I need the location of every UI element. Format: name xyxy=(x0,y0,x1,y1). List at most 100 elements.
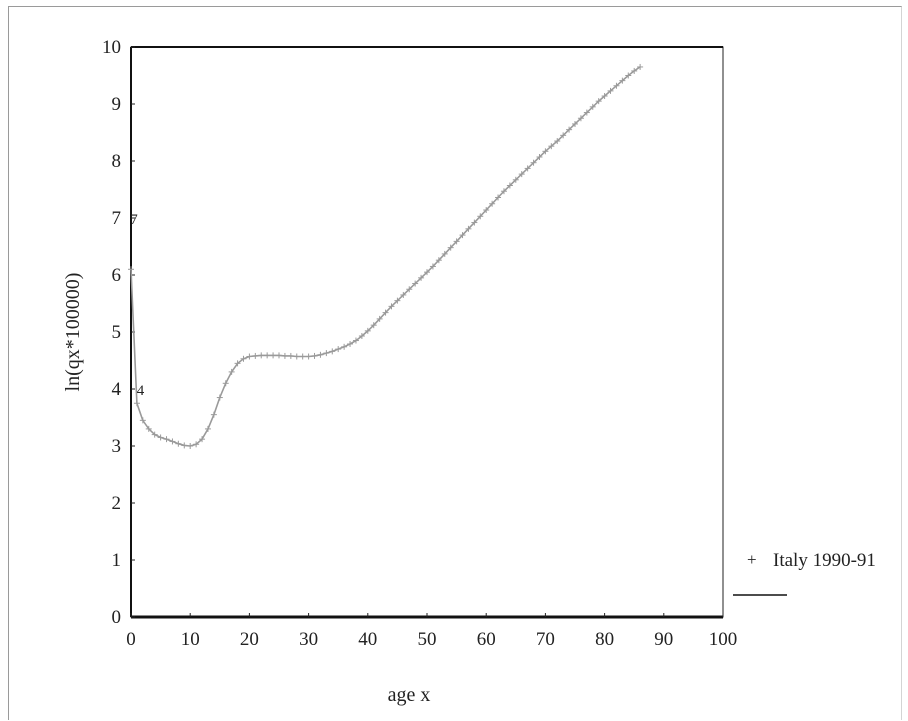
data-point xyxy=(435,257,442,264)
series-line xyxy=(130,66,641,447)
y-tick-label: 0 xyxy=(112,607,122,628)
x-tick-label: 10 xyxy=(181,629,200,650)
data-point xyxy=(530,159,537,166)
data-point xyxy=(631,67,638,74)
data-point xyxy=(459,232,466,239)
data-point xyxy=(601,93,608,100)
data-point xyxy=(518,171,525,178)
data-point xyxy=(500,188,507,195)
y-tick-label: 4 xyxy=(112,379,122,400)
data-point xyxy=(157,434,164,441)
data-point xyxy=(566,126,573,133)
data-point xyxy=(477,213,484,220)
data-point xyxy=(418,274,425,281)
x-tick-label: 90 xyxy=(654,629,673,650)
data-point xyxy=(341,343,348,350)
line-chart: 0 1 2 3 4 5 6 7 8 9 10 0 10 20 30 40 50 60 70 80 90 100 age … xyxy=(62,37,876,706)
data-point xyxy=(595,98,602,105)
legend-label: Italy 1990-91 xyxy=(773,550,876,571)
y-tick-label: 5 xyxy=(112,322,122,343)
data-point xyxy=(145,425,152,432)
data-point xyxy=(607,87,614,94)
data-point xyxy=(619,77,626,84)
data-point xyxy=(204,425,211,432)
data-point xyxy=(234,360,241,367)
y-axis-title: ln(qx*100000) xyxy=(62,273,84,392)
data-point xyxy=(453,238,460,245)
data-point xyxy=(637,63,644,70)
data-point xyxy=(210,411,217,418)
data-point xyxy=(577,115,584,122)
data-point xyxy=(506,182,513,189)
data-point xyxy=(258,352,265,359)
data-point xyxy=(406,286,413,293)
data-point xyxy=(246,353,253,360)
y-tick-label: 3 xyxy=(112,436,122,457)
data-point xyxy=(270,352,277,359)
data-point xyxy=(370,322,377,329)
data-point xyxy=(175,440,182,447)
data-point xyxy=(447,244,454,251)
data-point xyxy=(311,352,318,359)
data-point xyxy=(317,351,324,358)
data-point xyxy=(252,352,259,359)
data-point xyxy=(193,441,200,448)
data-point xyxy=(347,340,354,347)
data-point xyxy=(441,250,448,257)
x-tick-label: 80 xyxy=(595,629,614,650)
data-point xyxy=(287,352,294,359)
x-tick-label: 70 xyxy=(536,629,555,650)
data-point xyxy=(495,194,502,201)
data-point xyxy=(276,352,282,359)
data-point xyxy=(281,352,288,359)
data-point xyxy=(329,348,336,355)
data-point xyxy=(388,303,395,310)
annotation-layer: 74 xyxy=(130,212,145,399)
data-point xyxy=(394,297,401,304)
data-point xyxy=(293,353,300,360)
data-point xyxy=(169,438,176,445)
x-tick-label: 60 xyxy=(477,629,496,650)
chart-frame: 0 1 2 3 4 5 6 7 8 9 10 0 10 20 30 40 50 60 70 80 90 100 age … xyxy=(8,6,902,720)
legend-marker-icon: + xyxy=(747,550,757,569)
data-point xyxy=(560,132,567,139)
data-point xyxy=(133,400,140,407)
data-point xyxy=(613,82,620,89)
data-point xyxy=(187,443,194,449)
legend: + Italy 1990-91 xyxy=(733,550,876,596)
x-tick-label: 100 xyxy=(709,629,738,650)
data-point xyxy=(240,355,247,362)
y-ticks: 0 1 2 3 4 5 6 7 8 9 10 xyxy=(102,37,135,628)
data-point xyxy=(364,327,371,334)
series-layer xyxy=(128,63,644,449)
data-point xyxy=(424,269,430,276)
x-tick-label: 40 xyxy=(358,629,377,650)
data-point xyxy=(489,200,496,207)
data-point xyxy=(429,263,436,270)
data-point xyxy=(548,143,555,150)
y-tick-label: 6 xyxy=(112,265,122,286)
y-tick-label: 7 xyxy=(112,208,122,229)
y-tick-label: 9 xyxy=(112,94,122,115)
data-point xyxy=(199,436,206,443)
data-point xyxy=(139,417,146,424)
annotation-label: 7 xyxy=(130,212,138,228)
x-tick-label: 50 xyxy=(418,629,437,650)
data-point xyxy=(264,352,271,359)
data-point xyxy=(583,109,590,116)
y-tick-label: 10 xyxy=(102,37,121,58)
x-tick-label: 30 xyxy=(299,629,318,650)
data-point xyxy=(625,72,632,79)
data-point xyxy=(536,154,543,161)
data-point xyxy=(299,353,306,360)
x-tick-label: 0 xyxy=(126,629,136,650)
data-point xyxy=(542,148,549,155)
data-point xyxy=(382,309,389,316)
x-axis-title: age x xyxy=(388,684,431,706)
data-point xyxy=(305,353,312,360)
data-point xyxy=(412,280,419,287)
data-point xyxy=(222,380,229,387)
data-point xyxy=(572,120,578,127)
data-point xyxy=(554,138,561,145)
data-point xyxy=(358,332,365,339)
